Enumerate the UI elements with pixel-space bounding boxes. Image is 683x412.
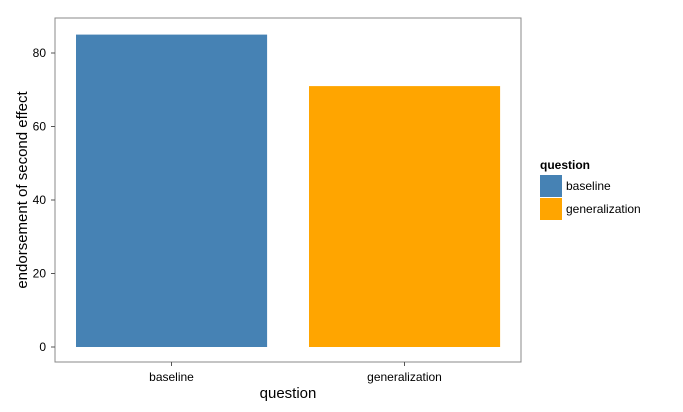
x-axis: baseline generalization	[149, 362, 442, 384]
legend-label-generalization: generalization	[566, 202, 641, 216]
legend: question baseline generalization	[540, 158, 641, 220]
bar-generalization	[309, 86, 501, 347]
y-tick-label: 20	[33, 267, 47, 281]
legend-label-baseline: baseline	[566, 179, 611, 193]
y-axis-title: endorsement of second effect	[14, 90, 31, 288]
x-axis-title: question	[260, 385, 317, 402]
x-tick-label: baseline	[149, 370, 194, 384]
x-tick-label: generalization	[367, 370, 442, 384]
y-tick-label: 0	[39, 340, 46, 354]
legend-swatch-baseline	[540, 175, 562, 197]
legend-title: question	[540, 158, 590, 172]
legend-swatch-generalization	[540, 198, 562, 220]
bars-group	[76, 34, 501, 347]
y-axis: 0 20 40 60 80	[33, 46, 55, 354]
bar-baseline	[76, 34, 268, 347]
y-tick-label: 60	[33, 120, 47, 134]
legend-items: baseline generalization	[540, 175, 641, 220]
y-tick-label: 40	[33, 193, 47, 207]
y-tick-label: 80	[33, 46, 47, 60]
